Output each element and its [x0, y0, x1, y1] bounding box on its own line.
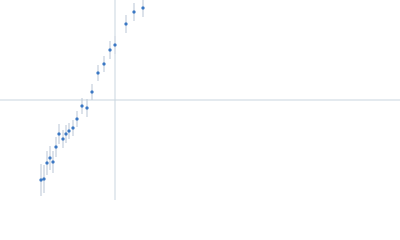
point [124, 22, 128, 26]
point [71, 126, 75, 130]
point [39, 178, 43, 182]
point [57, 132, 61, 136]
point [75, 117, 79, 121]
chart [0, 0, 400, 200]
point [141, 6, 145, 10]
point [64, 132, 68, 136]
point [132, 10, 136, 14]
point [80, 104, 84, 108]
point [113, 43, 117, 47]
point [108, 48, 112, 52]
point [102, 62, 106, 66]
point [45, 161, 49, 165]
point [90, 90, 94, 94]
point [67, 129, 71, 133]
point [61, 137, 65, 141]
point [42, 177, 46, 181]
point [51, 160, 55, 164]
point [85, 106, 89, 110]
point [96, 71, 100, 75]
point [54, 145, 58, 149]
point [48, 156, 52, 160]
